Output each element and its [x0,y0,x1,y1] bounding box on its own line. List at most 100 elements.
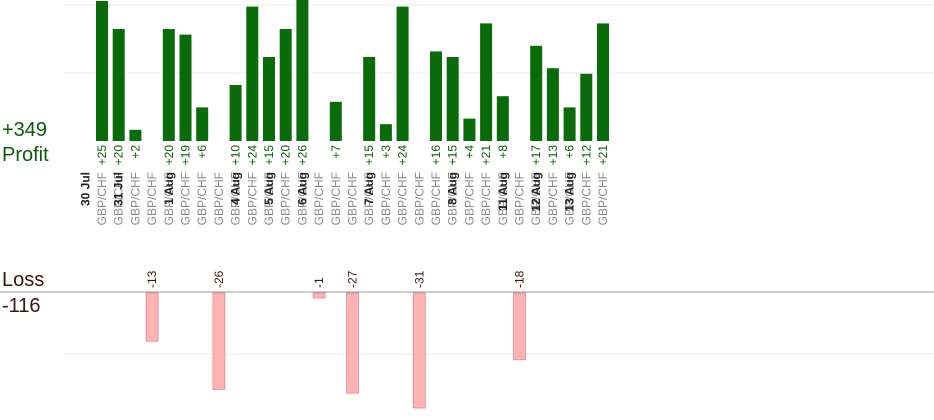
pair-label: GBP/CHF [496,172,510,225]
profit-value-label: +7 [329,145,343,159]
profit-bar [580,73,593,141]
loss-total: -116 [2,295,41,317]
profit-bar [96,1,108,141]
loss-bar [312,292,326,299]
pair-label: GBP/CHF [563,172,577,225]
loss-bar [212,292,226,390]
pair-label: GBP/CHF [546,172,560,225]
profit-bar [563,107,576,141]
date-label: 6 Aug [295,172,309,205]
profit-bar [129,129,142,141]
profit-value-label: +21 [479,145,493,166]
profit-value-label: +8 [496,145,510,159]
date-label: 1 Aug [162,172,176,205]
pair-label: GBP/CHF [379,172,393,225]
loss-value-label: -1 [312,277,326,288]
date-label: 7 Aug [362,172,376,205]
profit-label: Profit [2,144,49,166]
loss-bar [145,292,159,342]
pair-label: GBP/CHF [229,172,243,225]
profit-value-label: +4 [462,145,476,159]
profit-value-label: +26 [295,145,309,166]
profit-bar [179,34,192,141]
profit-value-label: +15 [262,145,276,166]
profit-bar [496,96,509,141]
profit-bar [430,51,442,141]
date-label: 31 Jul [112,172,126,206]
pair-label: GBP/CHF [362,172,376,225]
pair-label: GBP/CHF [145,172,159,225]
loss-value-label: -31 [412,270,426,288]
pair-label: GBP/CHF [112,172,126,225]
profit-value-label: +25 [95,145,109,166]
profit-bar [530,45,543,141]
date-label: 30 Jul [78,172,92,206]
pair-label: GBP/CHF [412,172,426,225]
date-label: 8 Aug [446,172,460,205]
profit-value-label: +20 [112,145,126,166]
profit-bar [463,118,476,141]
loss-value-label: -13 [145,270,159,288]
pair-label: GBP/CHF [346,172,360,225]
profit-value-label: +15 [446,145,460,166]
profit-value-label: +20 [162,145,176,166]
date-label: 12 Aug [529,172,543,212]
profit-bar [162,29,175,141]
loss-value-label: -26 [212,270,226,288]
pair-label: GBP/CHF [446,172,460,225]
date-label: 13 Aug [563,172,577,212]
profit-bar [597,23,609,141]
profit-value-label: +17 [529,145,543,166]
pair-label: GBP/CHF [429,172,443,225]
loss-bar [412,292,426,409]
profit-value-label: +2 [128,145,142,159]
profit-value-label: +10 [229,145,243,166]
profit-bar [279,29,292,141]
loss-bar [346,292,359,394]
loss-label: Loss [2,269,45,291]
pair-label: GBP/CHF [596,172,610,225]
date-label: 11 Aug [496,172,510,211]
profit-value-label: +20 [279,145,293,166]
pair-label: GBP/CHF [579,172,593,225]
profit-bar [546,68,559,141]
profit-value-label: +6 [195,145,209,159]
profit-bar [329,101,342,141]
profit-bar [396,6,409,141]
pair-label: GBP/CHF [128,172,142,225]
profit-bar [480,23,493,141]
profit-value-label: +3 [379,145,393,159]
pair-label: GBP/CHF [179,172,193,225]
pair-label: GBP/CHF [212,172,226,225]
pair-label: GBP/CHF [95,172,109,225]
pair-label: GBP/CHF [529,172,543,225]
profit-value-label: +13 [546,145,560,166]
date-label: 4 Aug [229,172,243,205]
profit-bar [446,57,459,141]
profit-bar [363,57,376,141]
pair-label: GBP/CHF [195,172,209,225]
profit-bar [196,107,209,141]
profit-value-label: +15 [362,145,376,166]
pair-label: GBP/CHF [295,172,309,225]
profit-value-label: +24 [396,145,410,166]
profit-bar [296,0,309,142]
profit-bar [246,6,259,141]
profit-bar [263,57,275,141]
profit-bar [112,29,125,141]
loss-value-label: -18 [513,270,527,288]
profit-total: +349 [2,119,48,141]
pair-label: GBP/CHF [262,172,276,225]
loss-bar [513,292,526,361]
pair-label: GBP/CHF [162,172,176,225]
profit-value-label: +19 [179,145,193,166]
profit-value-label: +6 [563,145,577,159]
date-label: 5 Aug [262,172,276,205]
profit-value-label: +12 [579,145,593,166]
pair-label: GBP/CHF [279,172,293,225]
profit-bar [379,124,392,141]
profit-value-label: +21 [596,145,610,166]
pair-label: GBP/CHF [479,172,493,225]
profit-value-label: +16 [429,145,443,166]
